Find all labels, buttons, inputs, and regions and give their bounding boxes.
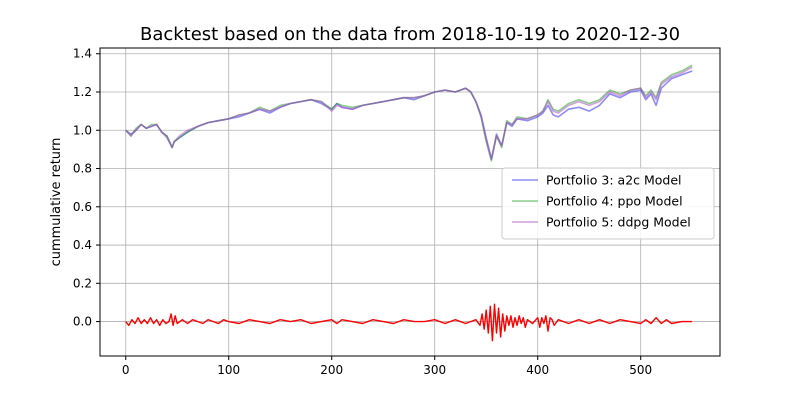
legend: Portfolio 3: a2c Model Portfolio 4: ppo M… [501, 167, 715, 240]
y-tick-label: 0.0 [73, 315, 92, 329]
y-tick-label: 0.2 [73, 276, 92, 290]
legend-label: Portfolio 5: ddpg Model [546, 215, 691, 230]
series-line-3 [125, 66, 693, 160]
legend-label: Portfolio 4: ppo Model [546, 194, 683, 209]
y-tick-label: 0.8 [73, 162, 92, 176]
plot-lines [125, 64, 693, 342]
y-axis-label: cummulative return [49, 138, 64, 267]
x-axis-ticks: 0 100 200 300 400 500 [122, 356, 652, 377]
series-line-2 [125, 64, 693, 162]
x-tick-label: 400 [526, 363, 549, 377]
y-tick-label: 0.4 [73, 238, 92, 252]
y-tick-label: 1.4 [73, 47, 92, 61]
difference-series-line [125, 303, 693, 342]
x-tick-label: 500 [629, 363, 652, 377]
chart-title: Backtest based on the data from 2018-10-… [140, 24, 680, 45]
y-tick-label: 1.0 [73, 123, 92, 137]
y-tick-label: 0.6 [73, 200, 92, 214]
x-tick-label: 200 [320, 363, 343, 377]
y-axis-ticks: 0.0 0.2 0.4 0.6 0.8 1.0 1.2 1.4 [73, 47, 100, 329]
legend-label: Portfolio 3: a2c Model [546, 173, 682, 188]
x-tick-label: 300 [423, 363, 446, 377]
x-tick-label: 100 [217, 363, 240, 377]
x-tick-label: 0 [122, 363, 130, 377]
plot-frame [99, 47, 721, 357]
legend-box [501, 167, 715, 240]
y-tick-label: 1.2 [73, 85, 92, 99]
series-line-1 [125, 70, 693, 160]
